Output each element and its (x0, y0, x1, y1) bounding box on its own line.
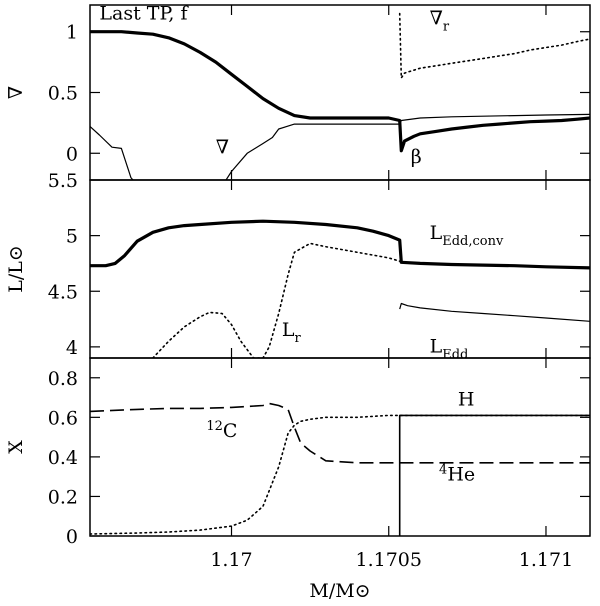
axes-layer (89, 4, 591, 537)
y-axis-label-bottom: X (5, 440, 27, 454)
curve-label-superscript: 12 (206, 419, 223, 434)
y-tick-label-bottom: 0.6 (48, 407, 78, 429)
curve-label-subscript: r (294, 331, 301, 346)
x-tick-label: 1.1705 (355, 549, 421, 571)
panel-frame-bottom (89, 357, 591, 537)
series-line-top-dotted (398, 12, 590, 79)
series-line-bottom-dashed (90, 402, 590, 464)
curve-label-subscript: Edd (442, 347, 468, 362)
y-tick-label-bottom: 0.8 (48, 368, 78, 390)
y-axis-label-middle: L/L⊙ (5, 245, 27, 293)
x-axis-label: M/M⊙ (309, 580, 370, 602)
curve-label-subscript: r (443, 19, 450, 34)
panel-frame-middle (89, 179, 591, 359)
curve-label-base: L (430, 222, 443, 244)
series-line-top-thin (225, 113, 590, 180)
curve-label-top: Last TP, f (99, 3, 189, 25)
series-line-bottom-dotted (90, 414, 590, 535)
y-tick-label-middle: 5 (66, 226, 78, 248)
curve-label-bottom: 4He (439, 463, 475, 486)
y-tick-label-bottom: 0.2 (48, 486, 78, 508)
x-tick-label: 1.171 (519, 549, 573, 571)
y-tick-label-top: 0.5 (48, 83, 78, 105)
curve-label-middle: LEdd,conv (430, 222, 504, 249)
y-tick-label-middle: 4.5 (48, 281, 78, 303)
y-tick-label-bottom: 0.4 (48, 447, 78, 469)
series-line-middle-dotted (152, 242, 590, 358)
panel-frame-top (89, 4, 591, 181)
curve-label-base: He (447, 464, 475, 486)
curve-label-top: β (411, 146, 422, 168)
y-tick-label-middle: 5.5 (48, 170, 78, 192)
curve-label-base: L (430, 335, 443, 357)
series-line-top-thick (90, 30, 590, 153)
curve-label-bottom: H (458, 388, 475, 410)
series-line-top-thin (90, 126, 134, 180)
y-tick-label-bottom: 0 (66, 526, 78, 548)
x-tick-label: 1.17 (210, 549, 252, 571)
series-line-middle-thick (90, 219, 590, 270)
curve-label-bottom: 12C (206, 419, 237, 442)
series-line-middle-thin (399, 302, 590, 322)
curve-label-top: ∇r (430, 7, 450, 34)
series-line-bottom-solid (398, 414, 590, 536)
curve-label-top: ∇ (216, 136, 229, 158)
curve-label-middle: Lr (282, 319, 302, 346)
curve-label-subscript: Edd,conv (442, 234, 504, 249)
text-layer: 00.51∇Last TP, f∇ β∇r44.555.5L/L⊙LEdd,con… (5, 3, 573, 602)
y-axis-label-top: ∇ (5, 86, 27, 99)
y-tick-label-middle: 4 (66, 337, 78, 359)
curve-label-base: ∇ (430, 7, 443, 29)
curve-label-base: C (223, 420, 238, 442)
curve-label-middle: LEdd (430, 335, 469, 362)
curve-label-base: L (282, 319, 295, 341)
data-series-layer (90, 12, 590, 536)
y-tick-label-top: 1 (66, 22, 78, 44)
y-tick-label-top: 0 (66, 143, 78, 165)
curve-label-superscript: 4 (439, 463, 447, 478)
